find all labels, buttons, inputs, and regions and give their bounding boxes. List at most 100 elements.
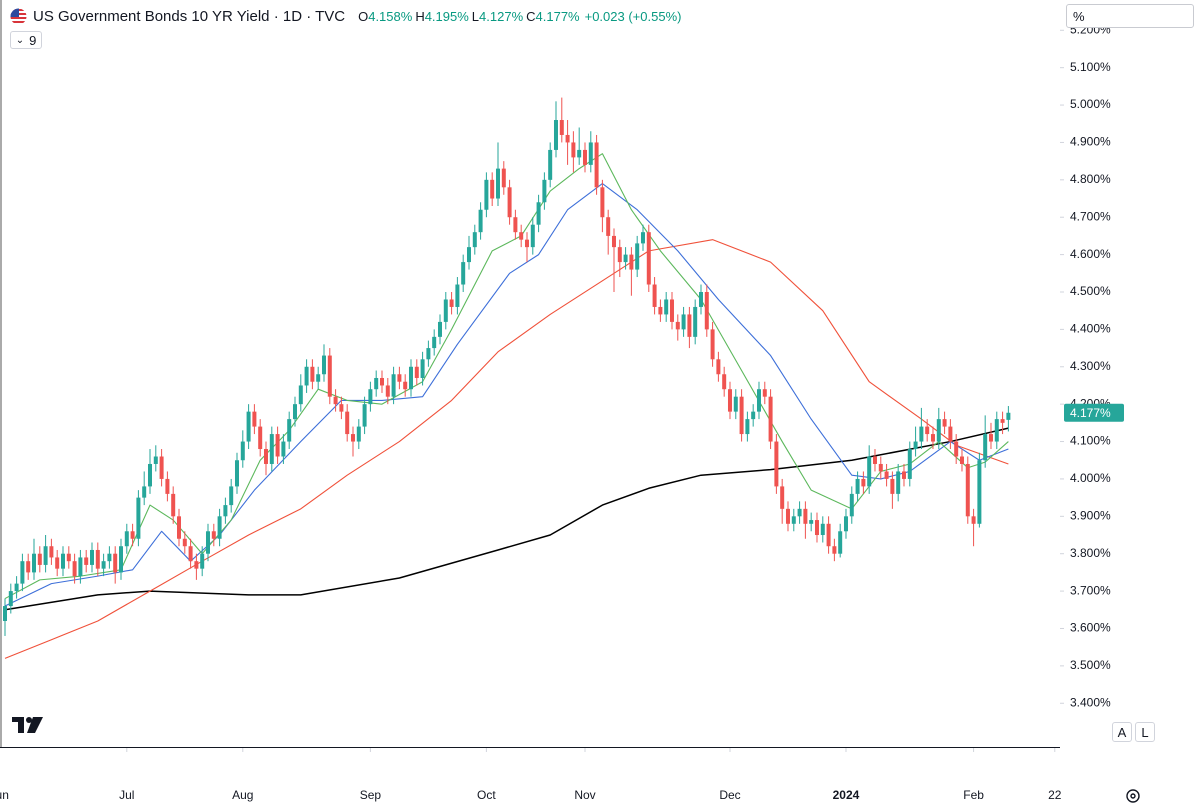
indicator-toggle[interactable]: ⌄ 9 xyxy=(10,31,42,49)
candle-body xyxy=(333,396,338,405)
candle-body xyxy=(524,239,529,248)
tradingview-logo xyxy=(12,717,43,733)
candle-body xyxy=(194,561,199,569)
change-label: +0.023 (+0.55%) xyxy=(584,8,682,24)
candle-body xyxy=(66,553,71,562)
candle-body xyxy=(223,505,228,517)
candle-body xyxy=(281,441,286,457)
candle-body xyxy=(588,142,593,165)
candle-body xyxy=(478,209,483,233)
settings-icon[interactable] xyxy=(1126,789,1140,803)
candle-body xyxy=(959,456,964,464)
candle-body xyxy=(327,355,332,397)
scale-unit: % xyxy=(1073,8,1085,24)
moving-average-line xyxy=(4,239,1009,659)
candle-body xyxy=(304,366,309,386)
candle-body xyxy=(716,359,721,375)
candle-body xyxy=(693,306,698,337)
candle-body xyxy=(658,306,663,315)
candle-body xyxy=(756,389,761,412)
candle-body xyxy=(136,497,141,539)
candle-body xyxy=(988,434,993,442)
flag-icon xyxy=(10,8,27,24)
scale-unit-box[interactable]: % xyxy=(1066,4,1194,28)
candle-body xyxy=(664,299,669,315)
y-tick-label: 4.100% xyxy=(1070,434,1111,448)
candle-body xyxy=(884,471,889,479)
candle-body xyxy=(205,531,210,554)
auto-scale-button[interactable]: A xyxy=(1112,722,1132,742)
candle-body xyxy=(768,396,773,442)
y-tick-label: 4.900% xyxy=(1070,135,1111,149)
candle-body xyxy=(484,179,489,210)
legend-key: O xyxy=(358,8,369,24)
candle-body xyxy=(26,561,31,573)
candle-body xyxy=(930,434,935,442)
legend-value: 4.158% xyxy=(368,8,413,24)
candle-body xyxy=(890,478,895,494)
candle-body xyxy=(942,419,947,427)
candle-body xyxy=(791,516,796,524)
candle-body xyxy=(142,486,147,498)
legend-value: 4.177% xyxy=(535,8,580,24)
moving-averages xyxy=(4,153,1009,659)
legend-key: L xyxy=(471,8,480,24)
candle-body xyxy=(130,531,135,539)
candle-body xyxy=(727,389,732,412)
candle-body xyxy=(113,553,118,573)
candle-body xyxy=(124,531,129,547)
candle-body xyxy=(240,441,245,461)
indicator-count: 9 xyxy=(29,32,37,48)
candle-body xyxy=(739,396,744,435)
last-price-tag xyxy=(1064,403,1124,422)
candle-body xyxy=(571,142,576,158)
y-tick-label: 3.700% xyxy=(1070,583,1111,597)
candle-body xyxy=(414,366,419,378)
candle-body xyxy=(182,538,187,547)
candle-body xyxy=(356,426,361,442)
candle-body xyxy=(31,553,36,573)
x-tick-label: Dec xyxy=(719,788,740,802)
candle-body xyxy=(971,516,976,524)
candle-body xyxy=(292,404,297,420)
candle-body xyxy=(72,561,77,577)
candle-body xyxy=(733,396,738,412)
x-tick-label: Jun xyxy=(0,788,9,802)
candle-body xyxy=(849,493,854,517)
candle-body xyxy=(774,441,779,487)
candle-body xyxy=(640,232,645,244)
candle-body xyxy=(861,478,866,487)
candle-body xyxy=(843,516,848,532)
x-tick-label: Aug xyxy=(232,788,253,802)
candle-body xyxy=(246,411,251,442)
y-tick-label: 4.600% xyxy=(1070,247,1111,261)
candle-body xyxy=(594,142,599,188)
legend-value: 4.127% xyxy=(479,8,524,24)
candle-body xyxy=(501,168,506,188)
candle-body xyxy=(907,449,912,479)
candle-body xyxy=(55,557,60,569)
candle-body xyxy=(298,385,303,405)
candle-body xyxy=(397,374,402,382)
candle-body xyxy=(321,355,326,375)
log-scale-button[interactable]: L xyxy=(1135,722,1155,742)
candle-body xyxy=(426,348,431,360)
x-tick-label: Oct xyxy=(477,788,496,802)
x-tick-label: Sep xyxy=(360,788,382,802)
candle-body xyxy=(954,441,959,457)
candle-body xyxy=(159,456,164,479)
candle-body xyxy=(171,493,176,517)
candle-body xyxy=(101,561,106,569)
moving-average-line xyxy=(4,427,1009,611)
y-tick-label: 4.500% xyxy=(1070,284,1111,298)
candle-body xyxy=(379,377,384,386)
y-tick-label: 3.600% xyxy=(1070,621,1111,635)
candle-body xyxy=(994,419,999,442)
candles xyxy=(2,97,1011,636)
candle-body xyxy=(785,508,790,524)
y-tick-label: 3.800% xyxy=(1070,546,1111,560)
candle-body xyxy=(669,299,674,322)
x-tick-label: Jul xyxy=(119,788,134,802)
y-tick-label: 5.100% xyxy=(1070,60,1111,74)
